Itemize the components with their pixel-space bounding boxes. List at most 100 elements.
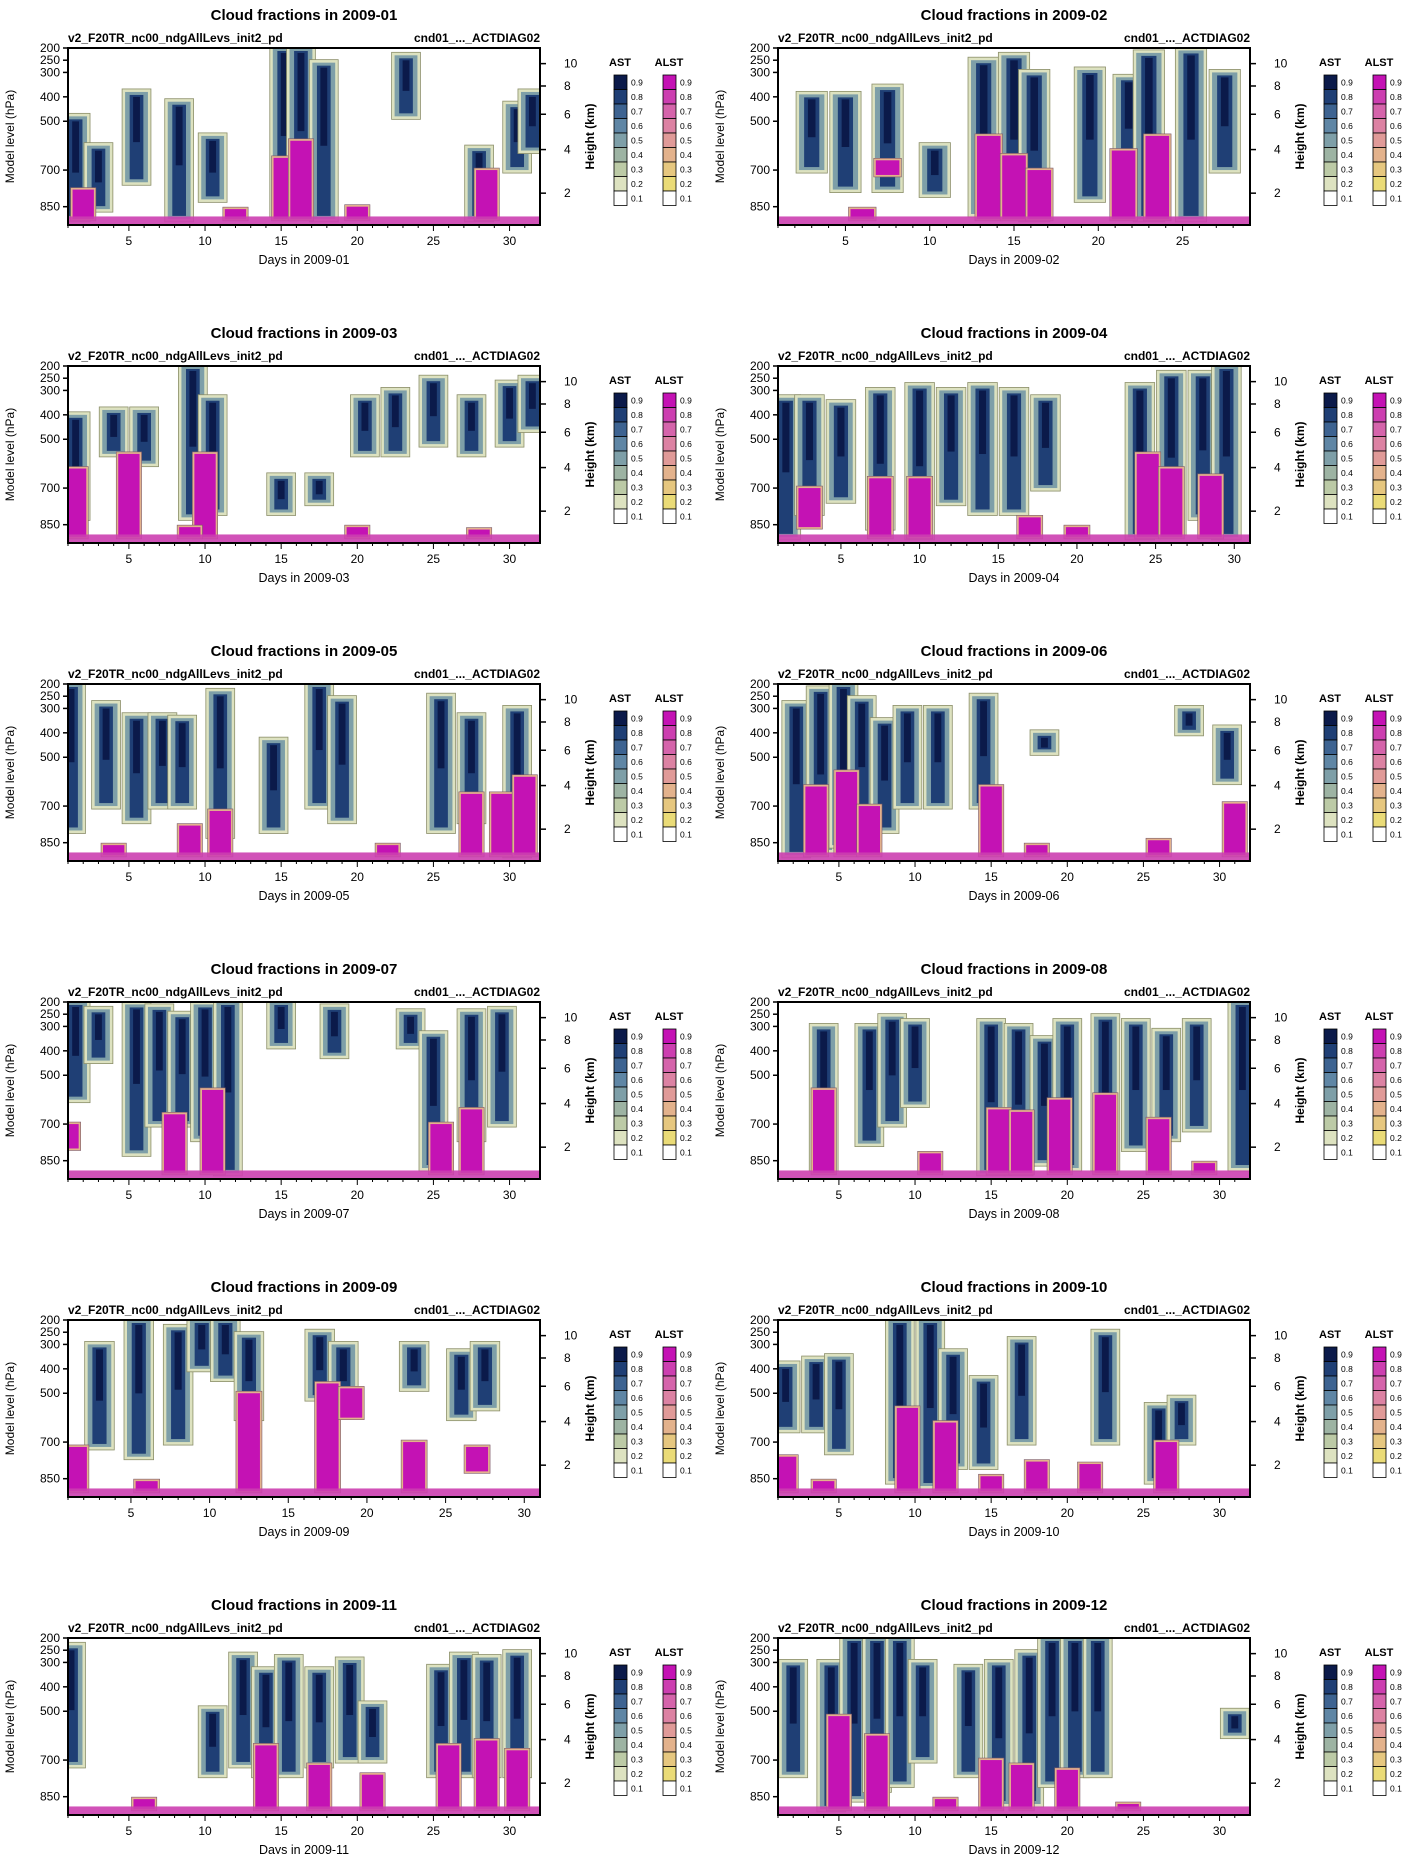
y-axis-label-left: Model level (hPa) — [3, 408, 17, 501]
ice-cloud-peak-2 — [812, 1364, 820, 1400]
right-tick-label: 4 — [564, 1733, 571, 1747]
colorbar-swatch — [1323, 103, 1338, 119]
y-tick-label: 200 — [750, 41, 770, 55]
y-tick-label: 850 — [750, 518, 770, 532]
colorbar-swatch — [613, 725, 628, 741]
colorbar-swatch — [1323, 1375, 1338, 1391]
right-tick-label: 4 — [564, 1097, 571, 1111]
y-tick-label: 400 — [40, 1680, 60, 1694]
liquid-cloud-core-2 — [308, 1764, 330, 1809]
y-tick-label: 250 — [750, 53, 770, 67]
y-tick-label: 250 — [750, 1325, 770, 1339]
colorbar-swatch — [613, 74, 628, 90]
ice-cloud-peak-5 — [896, 1643, 904, 1717]
colorbar-swatch — [662, 147, 677, 163]
colorbar-level-label: 0.2 — [1341, 1451, 1353, 1461]
colorbar-swatch — [1372, 161, 1387, 177]
x-axis-label: Days in 2009-10 — [968, 1525, 1059, 1539]
right-tick-label: 2 — [564, 504, 571, 518]
right-tick-label: 2 — [1274, 822, 1281, 836]
colorbar-level-label: 0.2 — [1390, 815, 1402, 825]
colorbar-swatch — [662, 1346, 677, 1362]
ice-cloud-peak-10 — [1145, 57, 1153, 141]
right-tick-label: 4 — [564, 1415, 571, 1429]
y-tick-label: 300 — [750, 65, 770, 79]
ice-cloud-peak-1 — [72, 1007, 80, 1056]
y-tick-label: 250 — [40, 1643, 60, 1657]
plot-area — [778, 1638, 1250, 1815]
ice-cloud-peak-3 — [133, 720, 140, 774]
right-tick-label: 6 — [1274, 107, 1281, 121]
y-tick-label: 200 — [750, 995, 770, 1009]
chart-panel-2: Cloud fractions in 2009-02 v2_F20TR_nc00_… — [713, 7, 1402, 267]
y-axis-label-right: Height (km) — [583, 1375, 597, 1441]
ice-cloud-peak-10 — [1132, 1026, 1140, 1091]
colorbar-level-label: 0.7 — [680, 424, 692, 434]
colorbar-swatch — [1323, 1072, 1338, 1088]
colorbar-alst: ALST 0.9 0.8 0.7 0.6 0.5 0.4 0.3 0.2 0.1 — [1365, 57, 1402, 206]
liquid-cloud-core-7 — [813, 1481, 835, 1491]
colorbar-level-label: 0.2 — [680, 179, 692, 189]
ice-cloud-peak-2 — [95, 1014, 102, 1040]
y-tick-label: 700 — [750, 1435, 770, 1449]
x-tick-label: 5 — [836, 870, 843, 884]
y-tick-label: 500 — [40, 432, 60, 446]
colorbar-swatch — [613, 190, 628, 206]
colorbar-level-label: 0.3 — [631, 164, 643, 174]
colorbar-level-label: 0.9 — [631, 77, 643, 87]
liquid-cloud-core-7 — [1065, 527, 1088, 537]
y-tick-label: 700 — [750, 799, 770, 813]
right-tick-label: 10 — [564, 375, 578, 389]
colorbar-swatch — [613, 739, 628, 755]
colorbar-level-label: 0.7 — [1341, 742, 1353, 752]
colorbar-level-label: 0.5 — [680, 1407, 692, 1417]
x-tick-label: 30 — [503, 1824, 517, 1838]
colorbar-title: AST — [1319, 1011, 1341, 1023]
colorbar-swatch — [662, 161, 677, 177]
boundary-layer-liquid — [68, 852, 540, 861]
chart-panel-6: Cloud fractions in 2009-06 v2_F20TR_nc00_… — [713, 643, 1402, 903]
ice-cloud-peak-7 — [316, 1337, 324, 1371]
liquid-cloud-core-6 — [103, 845, 125, 855]
ice-cloud-peak-8 — [369, 1708, 376, 1737]
colorbar-level-label: 0.8 — [680, 92, 692, 102]
y-tick-label: 700 — [750, 1753, 770, 1767]
y-tick-label: 850 — [750, 1154, 770, 1168]
colorbar-swatch — [1323, 826, 1338, 842]
x-tick-label: 20 — [1061, 1824, 1075, 1838]
colorbar-level-label: 0.3 — [1390, 1436, 1402, 1446]
ice-cloud-peak-2 — [827, 1667, 835, 1741]
right-tick-label: 6 — [564, 743, 571, 757]
ice-cloud-peak-3 — [140, 414, 148, 442]
y-tick-label: 850 — [750, 1790, 770, 1804]
colorbar-swatch — [1323, 783, 1338, 799]
colorbar-level-label: 0.7 — [1390, 742, 1402, 752]
colorbar-swatch — [662, 1679, 677, 1695]
colorbar-level-label: 0.2 — [631, 1451, 643, 1461]
liquid-cloud-core-1 — [237, 1393, 260, 1491]
ice-cloud-peak-6 — [949, 1356, 957, 1415]
y-tick-label: 850 — [40, 836, 60, 850]
ice-cloud-peak-7 — [315, 480, 323, 495]
ice-cloud-peak-10 — [1136, 390, 1144, 467]
colorbar-swatch — [1323, 1390, 1338, 1406]
y-axis-label-right: Height (km) — [1293, 1693, 1307, 1759]
colorbar-level-label: 0.2 — [1390, 179, 1402, 189]
colorbar-level-label: 0.5 — [680, 453, 692, 463]
liquid-cloud-core-4 — [403, 1442, 426, 1491]
colorbar-swatch — [1372, 147, 1387, 163]
plot-area — [68, 1002, 540, 1179]
colorbar-level-label: 0.1 — [631, 1783, 643, 1793]
liquid-cloud-core-6 — [468, 529, 490, 537]
x-tick-label: 15 — [992, 552, 1006, 566]
ice-cloud-peak-9 — [402, 60, 410, 91]
colorbar-swatch — [1372, 1462, 1387, 1478]
colorbar-swatch — [613, 508, 628, 524]
colorbar-swatch — [613, 407, 628, 423]
colorbar-swatch — [662, 392, 677, 408]
y-tick-label: 500 — [40, 114, 60, 128]
ice-cloud-peak-4 — [189, 371, 197, 447]
y-axis-label-right: Height (km) — [1293, 1057, 1307, 1123]
colorbar-level-label: 0.8 — [631, 1046, 643, 1056]
